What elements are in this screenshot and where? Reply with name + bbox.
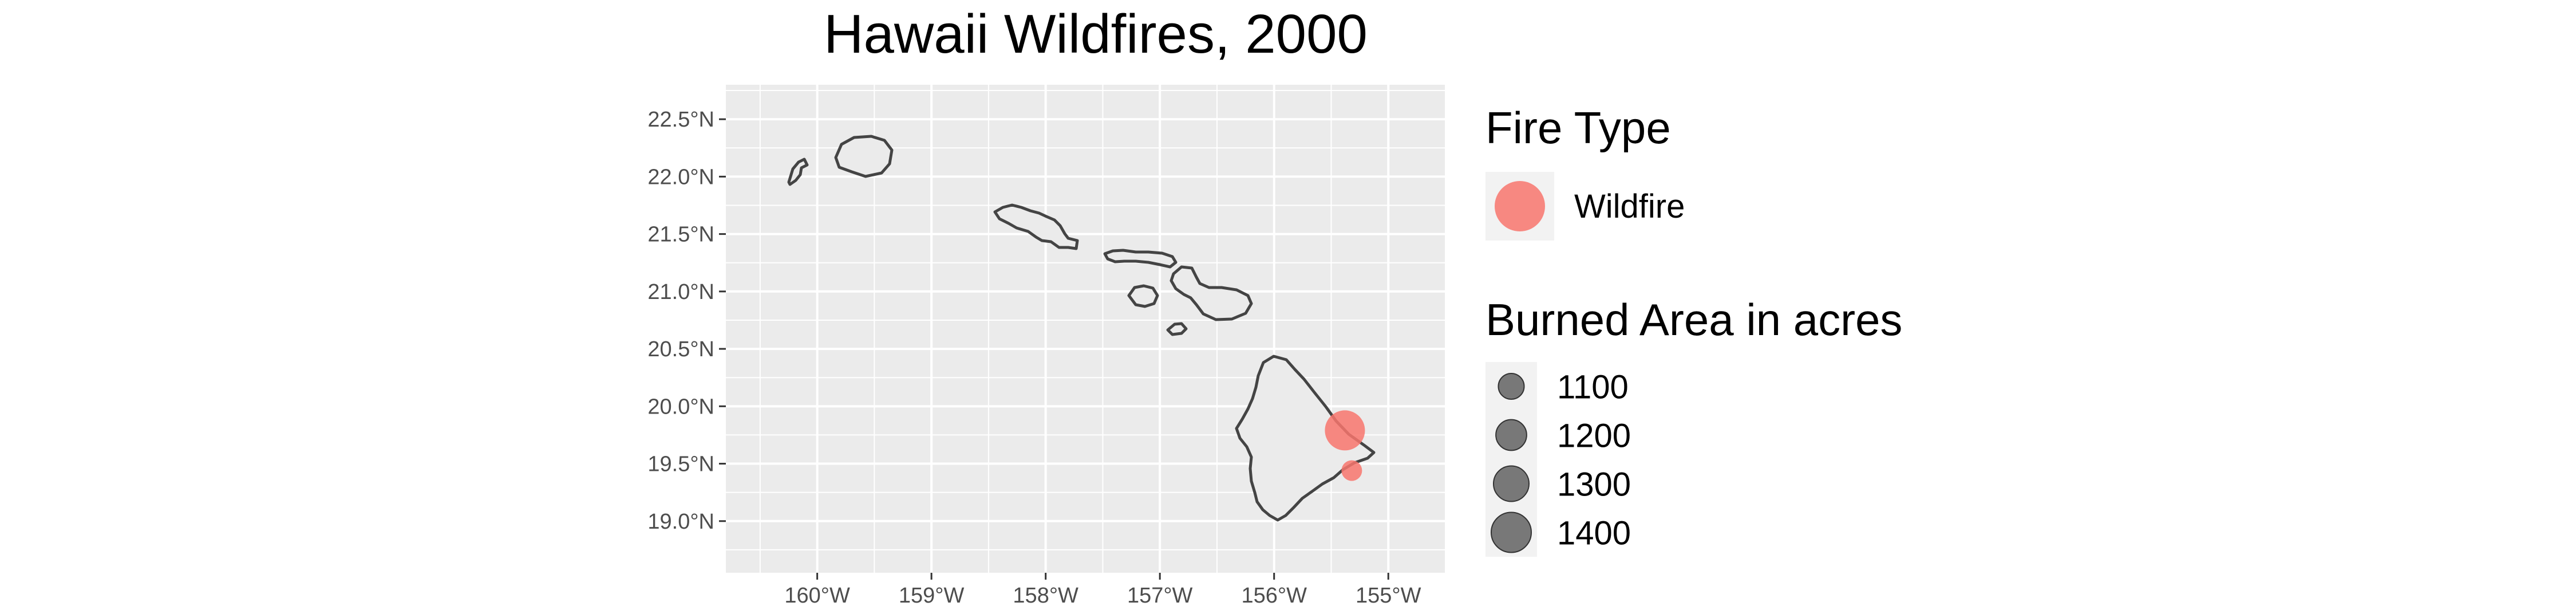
legend-swatch-wildfire bbox=[1495, 181, 1545, 231]
island-oahu bbox=[993, 203, 1079, 250]
legend-size-label-1100: 1100 bbox=[1557, 369, 1629, 406]
legend-size-swatch-1200 bbox=[1495, 419, 1527, 451]
x-tick-label: 157°W bbox=[1127, 584, 1193, 608]
island-lanai bbox=[1127, 284, 1159, 308]
legend-size-label-1300: 1300 bbox=[1557, 466, 1631, 503]
y-tick-label: 20.0°N bbox=[647, 395, 714, 419]
chart-title: Hawaii Wildfires, 2000 bbox=[824, 3, 1368, 65]
x-tick-label: 155°W bbox=[1356, 584, 1421, 608]
y-tick-label: 20.5°N bbox=[647, 337, 714, 361]
map-panel bbox=[726, 85, 1445, 573]
gridlines bbox=[726, 85, 1446, 573]
x-tick-label: 156°W bbox=[1241, 584, 1307, 608]
island-molokai bbox=[1103, 249, 1178, 269]
island-kauai bbox=[834, 135, 894, 178]
y-tick-label: 21.5°N bbox=[647, 223, 714, 247]
legend-size-swatch-1300 bbox=[1492, 465, 1530, 502]
fire-point-2 bbox=[1341, 460, 1362, 481]
panel-background bbox=[726, 85, 1445, 573]
x-tick-label: 159°W bbox=[899, 584, 965, 608]
y-tick-label: 22.5°N bbox=[647, 108, 714, 132]
legend-size-swatch-1400 bbox=[1491, 511, 1532, 553]
legend-title-burned-area: Burned Area in acres bbox=[1485, 294, 1902, 345]
y-tick-label: 21.0°N bbox=[647, 280, 714, 304]
x-tick-label: 160°W bbox=[784, 584, 850, 608]
legend-size-swatch-1100 bbox=[1498, 372, 1525, 400]
y-tick-label: 22.0°N bbox=[647, 165, 714, 189]
y-tick-label: 19.0°N bbox=[647, 510, 714, 534]
axis-ticks: 160°W 159°W 158°W 157°W 156°W 155°W 19.0°N 19.5… bbox=[647, 108, 1421, 608]
island-niihau bbox=[787, 158, 809, 186]
y-tick-label: 19.5°N bbox=[647, 452, 714, 477]
fire-point-1 bbox=[1325, 410, 1365, 451]
legend-size-label-1200: 1200 bbox=[1557, 418, 1631, 455]
fire-points bbox=[1325, 410, 1365, 481]
legend: Fire Type Burned Area in acres Wildfire 1… bbox=[1485, 103, 1902, 557]
legend-title-fire-type: Fire Type bbox=[1485, 103, 1671, 153]
x-tick-label: 158°W bbox=[1013, 584, 1078, 608]
island-kahoolawe bbox=[1166, 322, 1188, 336]
islands-layer bbox=[787, 135, 1376, 522]
legend-size-label-1400: 1400 bbox=[1557, 515, 1631, 552]
legend-label-wildfire: Wildfire bbox=[1574, 188, 1685, 225]
island-maui bbox=[1170, 265, 1253, 321]
island-hawaii bbox=[1235, 355, 1376, 522]
